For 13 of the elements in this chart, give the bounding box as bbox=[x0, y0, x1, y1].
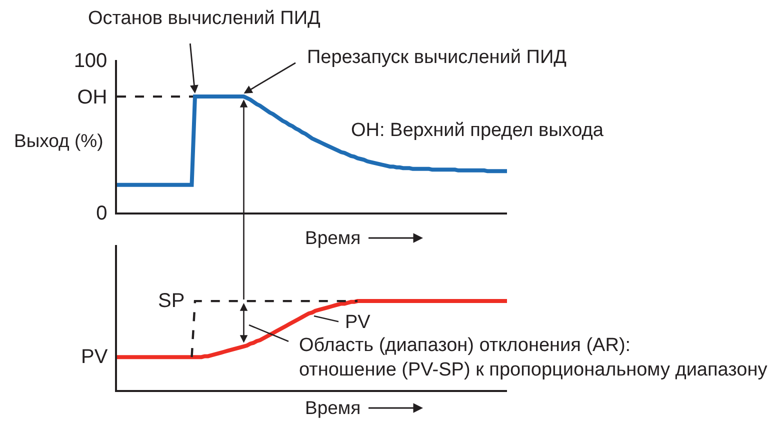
text: Останов вычислений ПИД bbox=[88, 8, 320, 29]
y-tick-label: 0 bbox=[96, 202, 108, 224]
annotation: Область (диапазон) отклонения (AR): отношение (PV-SP) к пропорциональному диапазону bbox=[299, 335, 768, 381]
y-tick-label: 100 bbox=[74, 50, 108, 72]
annotation: PV bbox=[345, 312, 371, 333]
y-tick-label: ОН bbox=[77, 86, 108, 109]
y-axis-title: Выход (%) bbox=[14, 130, 104, 151]
x-axis-title: Время bbox=[305, 397, 361, 418]
annotation: Перезапуск вычислений ПИД bbox=[307, 47, 567, 68]
x-axis-title: Время bbox=[305, 227, 361, 248]
series-label: SP bbox=[158, 290, 185, 312]
series-label: PV bbox=[81, 346, 108, 368]
annotation: ОН: Верхний предел выхода bbox=[351, 120, 604, 141]
